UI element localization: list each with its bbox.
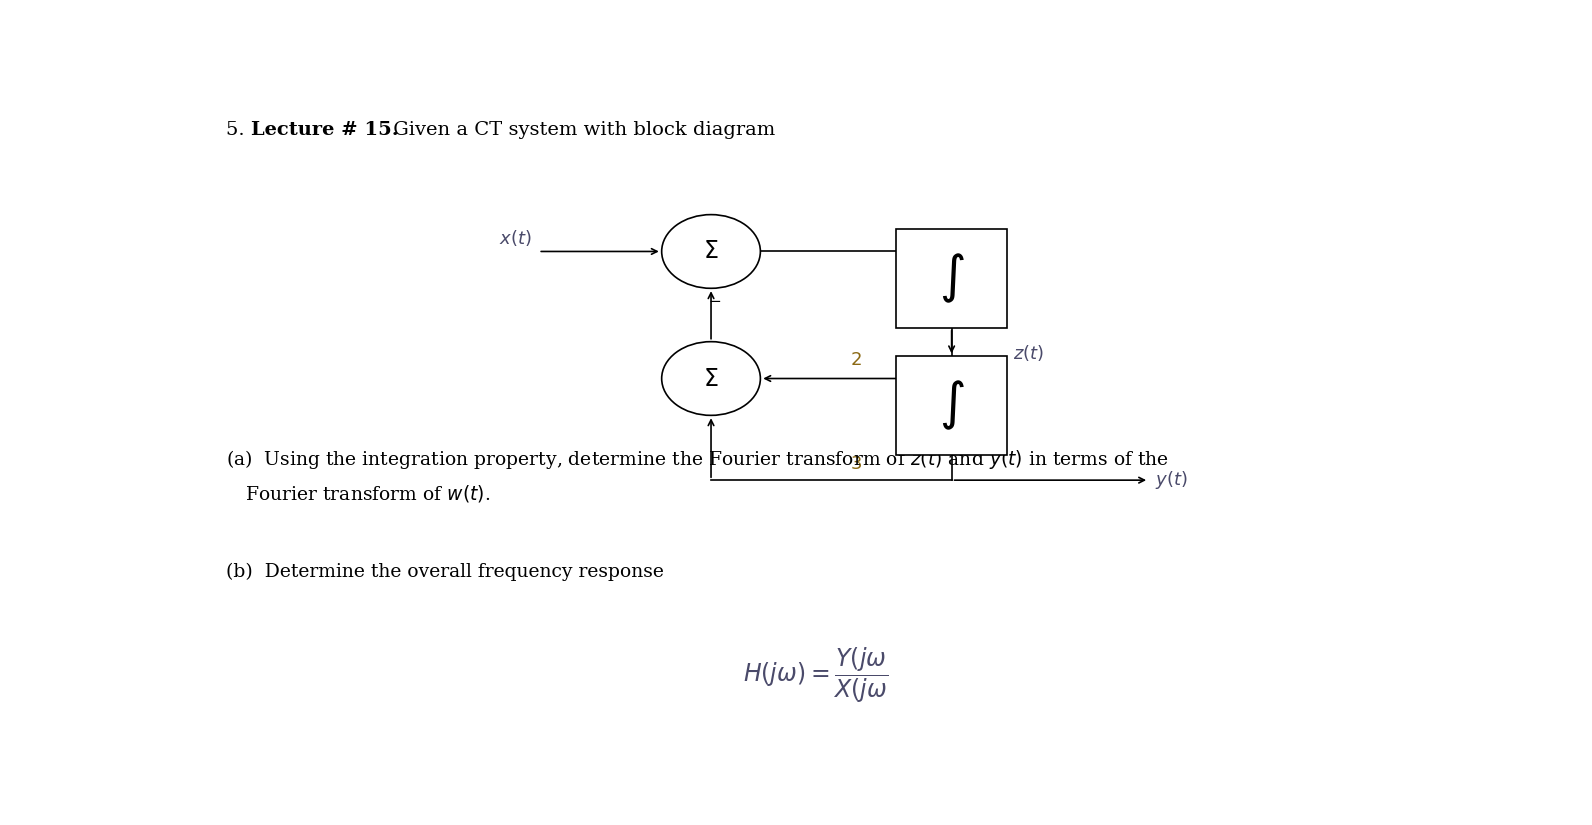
Text: $\Sigma$: $\Sigma$ [704, 366, 718, 390]
Text: (b)  Determine the overall frequency response: (b) Determine the overall frequency resp… [226, 563, 664, 581]
Text: Given a CT system with block diagram: Given a CT system with block diagram [387, 121, 775, 139]
Text: $3$: $3$ [850, 455, 861, 473]
Text: $H(j\omega) = \dfrac{Y(j\omega}{X(j\omega}$: $H(j\omega) = \dfrac{Y(j\omega}{X(j\omeg… [743, 645, 888, 705]
Text: $\Sigma$: $\Sigma$ [704, 239, 718, 263]
Text: $\int$: $\int$ [939, 379, 965, 432]
Text: Fourier transform of $w(t)$.: Fourier transform of $w(t)$. [245, 483, 490, 504]
Text: $-$: $-$ [708, 292, 721, 307]
Bar [896, 229, 1008, 328]
Text: $x(t)$: $x(t)$ [500, 229, 532, 248]
Text: (a)  Using the integration property, determine the Fourier transform of $z(t)$ a: (a) Using the integration property, dete… [226, 449, 1169, 471]
Text: $z(t)$: $z(t)$ [1013, 343, 1044, 363]
Ellipse shape [662, 342, 761, 415]
Text: Lecture # 15.: Lecture # 15. [252, 121, 398, 139]
Ellipse shape [662, 214, 761, 288]
Bar [896, 356, 1008, 455]
Text: $2$: $2$ [850, 351, 861, 369]
Text: $y(t)$: $y(t)$ [1156, 469, 1188, 491]
Text: $\int$: $\int$ [939, 252, 965, 305]
Text: $w(t)$: $w(t)$ [958, 228, 993, 248]
Text: 5.: 5. [226, 121, 252, 139]
